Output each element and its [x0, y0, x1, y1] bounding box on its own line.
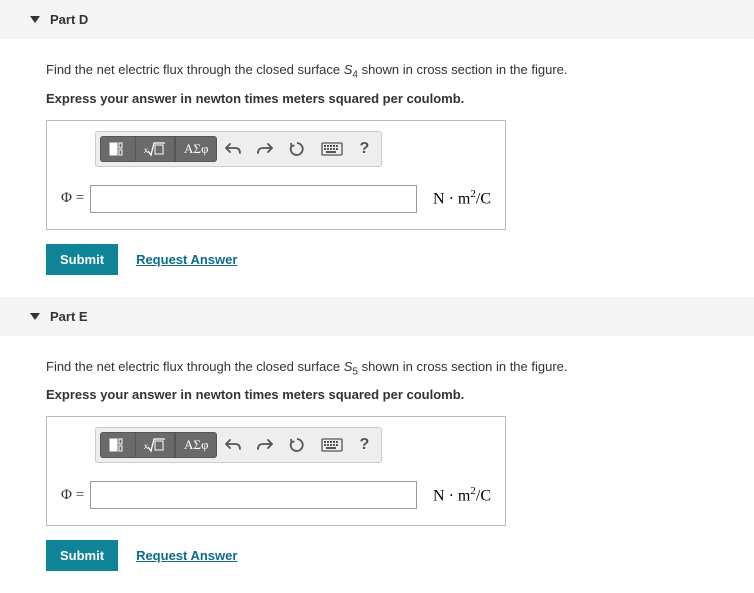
redo-button[interactable] — [249, 136, 281, 162]
template-button[interactable] — [100, 136, 135, 162]
unit-label: N · m2/C — [423, 188, 491, 208]
collapse-icon — [30, 16, 40, 23]
answer-input[interactable] — [90, 185, 417, 213]
request-answer-link[interactable]: Request Answer — [136, 252, 237, 267]
undo-button[interactable] — [217, 136, 249, 162]
question-text: Find the net electric flux through the c… — [46, 62, 724, 81]
variable-label: Φ = — [61, 190, 84, 207]
svg-text:x: x — [144, 146, 148, 155]
variable-label: Φ = — [61, 487, 84, 504]
template-button[interactable] — [100, 432, 135, 458]
svg-text:x: x — [144, 442, 148, 451]
request-answer-link[interactable]: Request Answer — [136, 548, 237, 563]
answer-box: x ΑΣφ ? Φ = N · m2/C — [46, 416, 506, 526]
part-title: Part D — [50, 12, 88, 27]
sqrt-button[interactable]: x — [135, 432, 175, 458]
answer-box: x ΑΣφ ? Φ = N · m2/C — [46, 120, 506, 230]
undo-button[interactable] — [217, 432, 249, 458]
help-button[interactable]: ? — [351, 432, 377, 458]
greek-button[interactable]: ΑΣφ — [175, 432, 217, 458]
reset-button[interactable] — [281, 136, 313, 162]
help-button[interactable]: ? — [351, 136, 377, 162]
equation-toolbar: x ΑΣφ ? — [95, 131, 382, 167]
reset-button[interactable] — [281, 432, 313, 458]
sqrt-button[interactable]: x — [135, 136, 175, 162]
instruction: Express your answer in newton times mete… — [46, 91, 724, 106]
equation-toolbar: x ΑΣφ ? — [95, 427, 382, 463]
greek-button[interactable]: ΑΣφ — [175, 136, 217, 162]
submit-button[interactable]: Submit — [46, 540, 118, 571]
part-body-d: Find the net electric flux through the c… — [0, 40, 754, 297]
collapse-icon — [30, 313, 40, 320]
part-header-d[interactable]: Part D — [0, 0, 754, 40]
question-text: Find the net electric flux through the c… — [46, 359, 724, 378]
part-title: Part E — [50, 309, 88, 324]
submit-button[interactable]: Submit — [46, 244, 118, 275]
instruction: Express your answer in newton times mete… — [46, 387, 724, 402]
redo-button[interactable] — [249, 432, 281, 458]
answer-input[interactable] — [90, 481, 417, 509]
keyboard-button[interactable] — [313, 136, 351, 162]
part-body-e: Find the net electric flux through the c… — [0, 337, 754, 593]
part-header-e[interactable]: Part E — [0, 297, 754, 337]
keyboard-button[interactable] — [313, 432, 351, 458]
unit-label: N · m2/C — [423, 485, 491, 505]
